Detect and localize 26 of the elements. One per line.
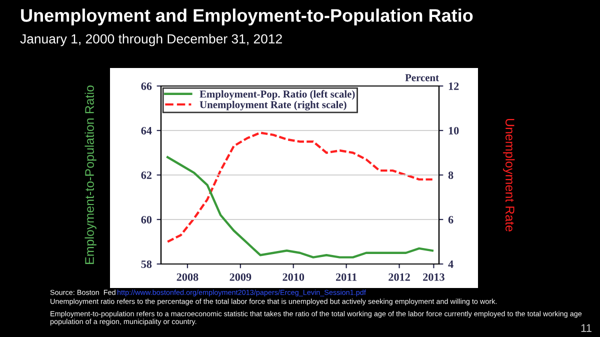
y-tick-label: 60 [141,216,152,224]
chart-title: Unemployment and Employment-to-Population Ratio [21,8,473,26]
y-tick-label: 62 [141,171,152,179]
x-tick-label: 2009 [230,273,252,281]
x-tick-label: 2008 [176,273,198,281]
x-tick-label: 2010 [282,273,304,281]
y2-tick-label: 4 [448,260,454,268]
y-tick-label: 58 [141,260,152,268]
x-tick-label: 2012 [388,273,410,281]
legend-label: Unemployment Rate (right scale) [200,100,346,110]
x-tick-label: 2013 [423,273,444,281]
text: Percent [405,74,439,82]
y2-tick-label: 8 [448,171,454,179]
y2-tick-label: 6 [448,216,454,224]
y-tick-label: 64 [141,126,152,134]
chart-subtitle: January 1, 2000 through December 31, 2012 [20,34,282,46]
y2-tick-label: 12 [448,82,459,90]
text: 11 [581,324,592,332]
legend-label: Employment-Pop. Ratio (left scale) [200,90,355,100]
x-tick-label: 2011 [336,273,357,281]
line-series [166,132,434,243]
y2-tick-label: 10 [448,126,459,134]
line-series [166,156,434,258]
y-axis-title: Employment-to-Population Ratio [84,86,96,264]
y2-axis-title: Unemployment Rate [503,119,515,232]
y-tick-label: 66 [141,82,152,90]
